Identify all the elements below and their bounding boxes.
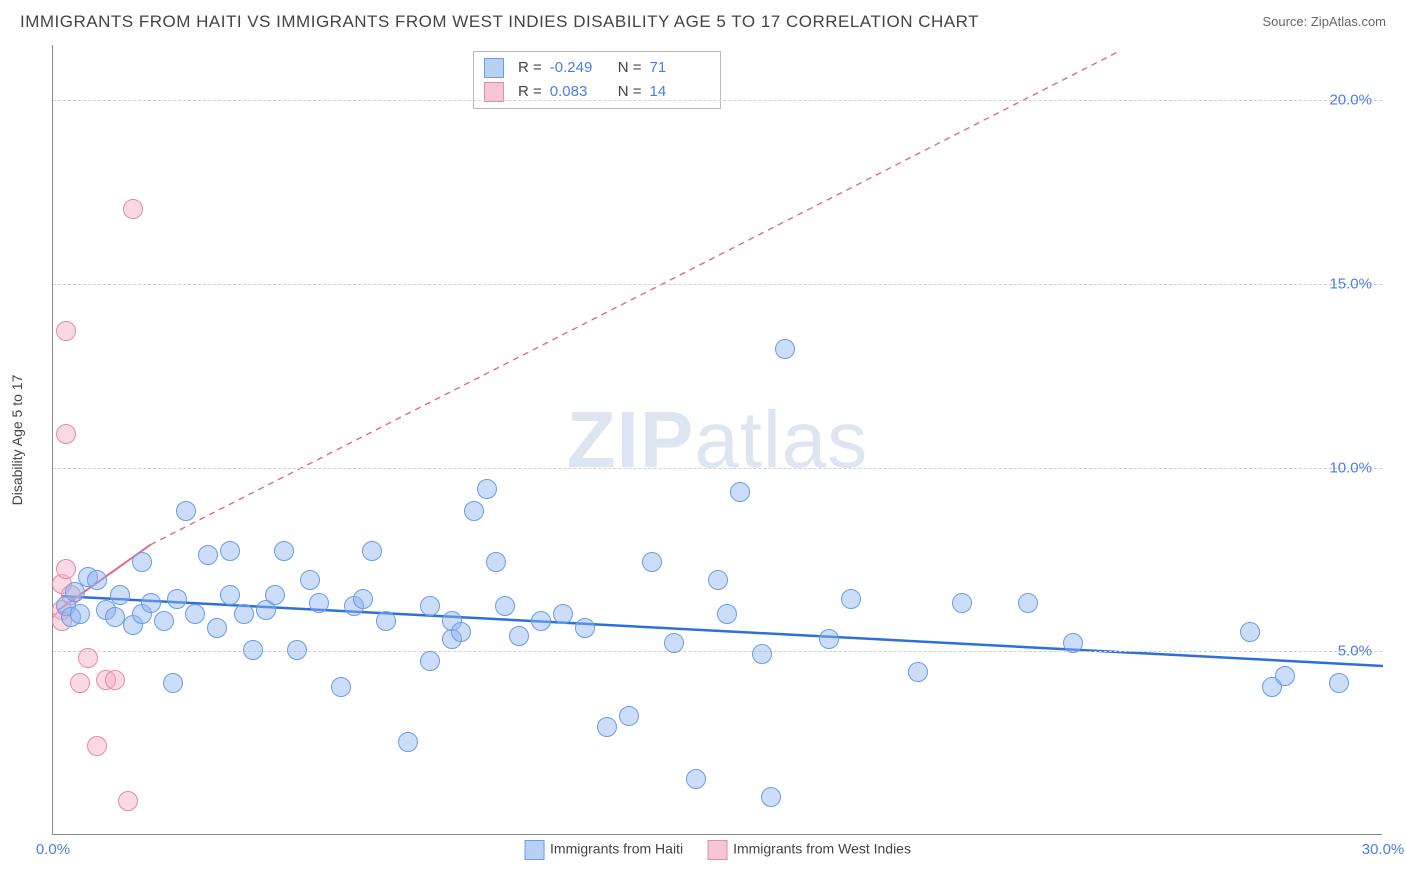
series-legend: Immigrants from Haiti Immigrants from Wes… bbox=[524, 840, 911, 860]
data-point bbox=[952, 593, 972, 613]
data-point bbox=[420, 596, 440, 616]
data-point bbox=[486, 552, 506, 572]
data-point bbox=[207, 618, 227, 638]
data-point bbox=[198, 545, 218, 565]
data-point bbox=[362, 541, 382, 561]
legend-N-value: 71 bbox=[650, 56, 710, 80]
data-point bbox=[70, 673, 90, 693]
gridline bbox=[53, 284, 1382, 285]
data-point bbox=[234, 604, 254, 624]
data-point bbox=[167, 589, 187, 609]
source-label: Source: ZipAtlas.com bbox=[1262, 14, 1386, 29]
data-point bbox=[123, 199, 143, 219]
data-point bbox=[56, 321, 76, 341]
scatter-plot: Disability Age 5 to 17 ZIPatlas R =-0.24… bbox=[52, 45, 1382, 835]
data-point bbox=[1240, 622, 1260, 642]
data-point bbox=[495, 596, 515, 616]
data-point bbox=[819, 629, 839, 649]
data-point bbox=[154, 611, 174, 631]
trend-lines-svg bbox=[53, 45, 1382, 834]
data-point bbox=[464, 501, 484, 521]
data-point bbox=[420, 651, 440, 671]
legend-swatch bbox=[484, 58, 504, 78]
data-point bbox=[78, 648, 98, 668]
data-point bbox=[87, 570, 107, 590]
legend-item: Immigrants from West Indies bbox=[707, 840, 911, 860]
data-point bbox=[708, 570, 728, 590]
data-point bbox=[686, 769, 706, 789]
data-point bbox=[1063, 633, 1083, 653]
y-tick-label: 10.0% bbox=[1329, 459, 1372, 476]
data-point bbox=[451, 622, 471, 642]
legend-R-label: R = bbox=[518, 56, 542, 80]
data-point bbox=[87, 736, 107, 756]
legend-label: Immigrants from Haiti bbox=[550, 841, 683, 857]
data-point bbox=[176, 501, 196, 521]
data-point bbox=[185, 604, 205, 624]
data-point bbox=[664, 633, 684, 653]
legend-R-value: -0.249 bbox=[550, 56, 610, 80]
data-point bbox=[376, 611, 396, 631]
legend-item: Immigrants from Haiti bbox=[524, 840, 683, 860]
data-point bbox=[56, 559, 76, 579]
data-point bbox=[163, 673, 183, 693]
y-axis-label: Disability Age 5 to 17 bbox=[9, 374, 25, 505]
data-point bbox=[56, 424, 76, 444]
gridline bbox=[53, 468, 1382, 469]
legend-N-label: N = bbox=[618, 56, 642, 80]
data-point bbox=[1329, 673, 1349, 693]
trend-line-extension bbox=[151, 52, 1117, 544]
data-point bbox=[642, 552, 662, 572]
x-tick-label: 0.0% bbox=[36, 841, 70, 858]
data-point bbox=[717, 604, 737, 624]
data-point bbox=[531, 611, 551, 631]
data-point bbox=[477, 479, 497, 499]
gridline bbox=[53, 100, 1382, 101]
y-tick-label: 15.0% bbox=[1329, 275, 1372, 292]
data-point bbox=[309, 593, 329, 613]
data-point bbox=[287, 640, 307, 660]
data-point bbox=[353, 589, 373, 609]
data-point bbox=[398, 732, 418, 752]
legend-stat-row: R = -0.249 N = 71 bbox=[484, 56, 710, 80]
legend-swatch bbox=[524, 840, 544, 860]
data-point bbox=[110, 585, 130, 605]
data-point bbox=[775, 339, 795, 359]
data-point bbox=[553, 604, 573, 624]
data-point bbox=[274, 541, 294, 561]
legend-swatch bbox=[484, 82, 504, 102]
chart-title: IMMIGRANTS FROM HAITI VS IMMIGRANTS FROM… bbox=[20, 12, 979, 32]
data-point bbox=[105, 670, 125, 690]
data-point bbox=[761, 787, 781, 807]
data-point bbox=[752, 644, 772, 664]
data-point bbox=[619, 706, 639, 726]
data-point bbox=[265, 585, 285, 605]
data-point bbox=[331, 677, 351, 697]
legend-swatch bbox=[707, 840, 727, 860]
data-point bbox=[70, 604, 90, 624]
data-point bbox=[1275, 666, 1295, 686]
data-point bbox=[141, 593, 161, 613]
y-tick-label: 20.0% bbox=[1329, 92, 1372, 109]
data-point bbox=[132, 552, 152, 572]
data-point bbox=[908, 662, 928, 682]
data-point bbox=[841, 589, 861, 609]
legend-label: Immigrants from West Indies bbox=[733, 841, 911, 857]
data-point bbox=[1018, 593, 1038, 613]
data-point bbox=[575, 618, 595, 638]
data-point bbox=[509, 626, 529, 646]
data-point bbox=[243, 640, 263, 660]
data-point bbox=[118, 791, 138, 811]
data-point bbox=[220, 541, 240, 561]
data-point bbox=[597, 717, 617, 737]
y-tick-label: 5.0% bbox=[1338, 643, 1372, 660]
data-point bbox=[300, 570, 320, 590]
data-point bbox=[220, 585, 240, 605]
data-point bbox=[730, 482, 750, 502]
x-tick-label: 30.0% bbox=[1362, 841, 1405, 858]
